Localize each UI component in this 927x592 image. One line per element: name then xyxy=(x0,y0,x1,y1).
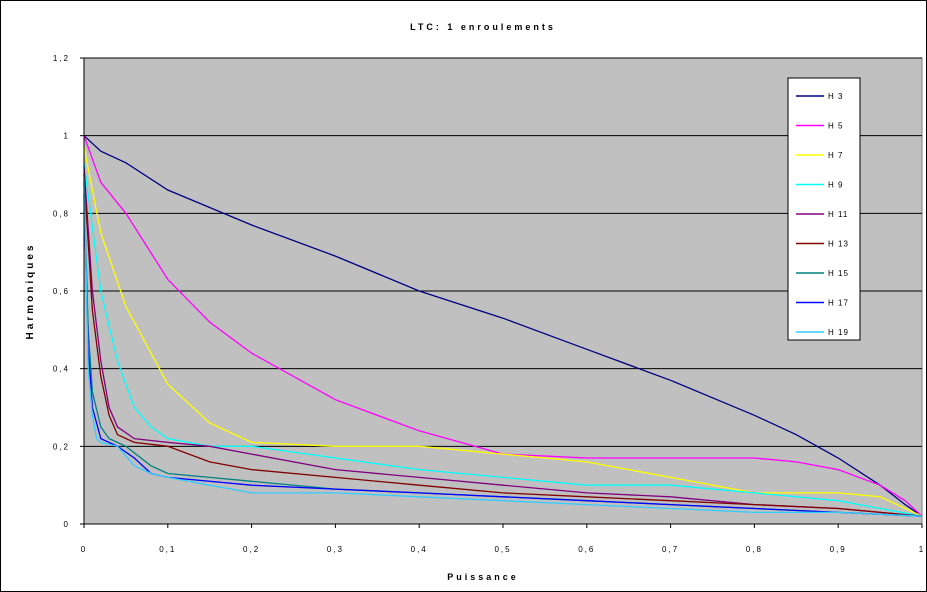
legend-label: H 7 xyxy=(828,151,843,160)
axes: 0 0,2 0,4 0,6 0,8 1 1,2 0 0,1 0,2 0,3 0,4 0,5 0,6 0,7 0… xyxy=(53,54,925,554)
x-tick-label: 0,4 xyxy=(411,545,428,554)
legend: H 3 H 5 H 7 H 9 H 11 H 13 H 15 H 17 H 19 xyxy=(787,77,861,341)
y-axis-label: Harmoniques xyxy=(25,243,36,340)
series-lines xyxy=(83,135,923,517)
y-tick-label: 0,6 xyxy=(53,287,70,296)
series-line xyxy=(83,166,923,517)
legend-items: H 3 H 5 H 7 H 9 H 11 H 13 H 15 H 17 H 19 xyxy=(796,92,849,337)
x-tick-label: 0,6 xyxy=(578,545,595,554)
y-tick-label: 1 xyxy=(64,132,70,141)
legend-label: H 17 xyxy=(828,299,849,308)
series-line xyxy=(83,174,923,517)
x-tick-label: 0,3 xyxy=(327,545,344,554)
legend-label: H 15 xyxy=(828,269,849,278)
series-line xyxy=(83,174,923,517)
legend-label: H 11 xyxy=(828,210,848,219)
series-line xyxy=(83,135,923,517)
legend-label: H 9 xyxy=(828,181,843,190)
legend-label: H 13 xyxy=(828,240,849,249)
y-tick-label: 0,2 xyxy=(53,442,70,451)
x-tick-label: 0,7 xyxy=(662,545,679,554)
legend-box xyxy=(787,77,861,341)
y-tick-label: 0,8 xyxy=(53,209,70,218)
y-tick-label: 0,4 xyxy=(53,365,70,374)
x-axis-label: Puissance xyxy=(447,572,519,582)
x-tick-label: 0,5 xyxy=(494,545,511,554)
series-line xyxy=(83,147,923,517)
y-tick-label: 0 xyxy=(64,520,70,529)
x-tick-label: 0,1 xyxy=(159,545,176,554)
x-tick-label: 0,9 xyxy=(830,545,847,554)
chart-title: LTC: 1 enroulements xyxy=(410,22,556,32)
x-tick-label: 0 xyxy=(81,545,87,554)
x-tick-label: 0,2 xyxy=(243,545,260,554)
legend-label: H 19 xyxy=(828,328,849,337)
series-line xyxy=(83,193,923,517)
x-tick-label: 0,8 xyxy=(746,545,763,554)
x-tick-label: 1 xyxy=(919,545,925,554)
y-tick-label: 1,2 xyxy=(53,54,70,63)
legend-label: H 5 xyxy=(828,122,843,131)
series-line xyxy=(83,162,923,517)
legend-label: H 3 xyxy=(828,92,843,101)
